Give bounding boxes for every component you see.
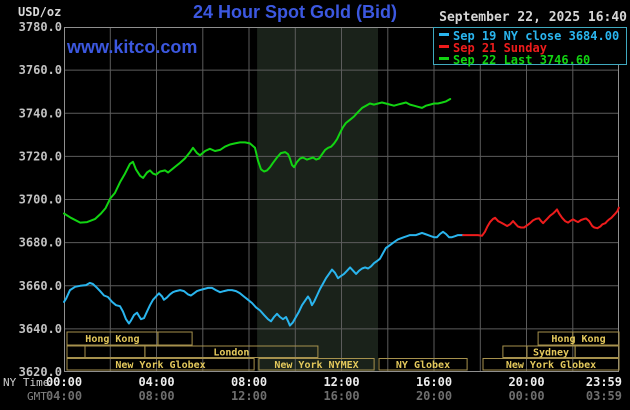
legend-item: Sep 22 Last 3746.60 — [439, 53, 626, 67]
gmt-tick-label: 03:59 — [586, 389, 622, 403]
ny-time-tick-label: 08:00 — [231, 375, 267, 389]
session-box — [482, 358, 620, 371]
session-box — [66, 345, 86, 358]
y-axis-tick-label: 3780.0 — [19, 20, 62, 34]
session-label: Hong Kong — [551, 334, 605, 345]
kitco-watermark-link[interactable]: www.kitco.com — [67, 37, 198, 57]
y-axis-tick-label: 3740.0 — [19, 106, 62, 120]
gmt-tick-label: 16:00 — [323, 389, 359, 403]
session-box — [258, 358, 375, 371]
plot-border — [64, 27, 619, 372]
y-axis-tick-label: 3660.0 — [19, 279, 62, 293]
sep22-last-line — [63, 98, 452, 224]
sep19-ny-close-line — [63, 230, 465, 327]
ny-time-tick-label: 04:00 — [138, 375, 174, 389]
session-box — [144, 345, 319, 358]
legend-marker-line — [439, 57, 449, 60]
gmt-tick-label: 12:00 — [231, 389, 267, 403]
legend-marker-line — [439, 33, 449, 36]
y-axis-tick-label: 3720.0 — [19, 149, 62, 163]
session-box — [84, 345, 146, 358]
session-box — [378, 358, 468, 371]
y-axis-tick-label: 3620.0 — [19, 365, 62, 379]
session-label: New York NYMEX — [274, 360, 358, 371]
legend-marker-line — [439, 45, 449, 48]
gmt-tick-label: 08:00 — [138, 389, 174, 403]
ny-time-tick-label: 23:59 — [586, 375, 622, 389]
sep21-sunday-line — [462, 206, 620, 237]
datetime-label: September 22, 2025 16:40 — [439, 10, 627, 25]
session-box — [502, 345, 528, 358]
y-axis-tick-label: 3700.0 — [19, 193, 62, 207]
gmt-tick-label: 00:00 — [508, 389, 544, 403]
session-box — [157, 331, 193, 346]
ny-time-tick-label: 16:00 — [416, 375, 452, 389]
session-box — [574, 345, 620, 358]
session-box — [537, 331, 620, 346]
ny-time-tick-label: 00:00 — [46, 375, 82, 389]
session-label: New York Globex — [506, 360, 596, 371]
session-box — [66, 358, 255, 371]
gmt-axis-caption: GMT — [27, 390, 47, 403]
legend-item-label: Sep 19 NY close 3684.00 — [453, 29, 620, 43]
legend-item: Sep 19 NY close 3684.00 — [439, 29, 626, 43]
gmt-tick-label: 20:00 — [416, 389, 452, 403]
ny-time-axis-caption: NY Time — [3, 376, 49, 389]
unit-label: USD/oz — [18, 5, 62, 19]
legend-item-label: Sep 22 Last 3746.60 — [453, 53, 591, 67]
y-axis-tick-label: 3760.0 — [19, 63, 62, 77]
legend-item-label: Sep 21 Sunday — [453, 41, 547, 55]
session-label: Hong Kong — [85, 334, 139, 345]
gmt-tick-label: 04:00 — [46, 389, 82, 403]
session-label: London — [213, 347, 249, 358]
session-label: Sydney — [533, 347, 569, 358]
y-axis-tick-label: 3640.0 — [19, 322, 62, 336]
legend-item: Sep 21 Sunday — [439, 41, 626, 55]
page-title: 24 Hour Spot Gold (Bid) — [193, 2, 397, 22]
y-axis-tick-label: 3680.0 — [19, 236, 62, 250]
ny-time-tick-label: 20:00 — [508, 375, 544, 389]
ny-time-tick-label: 12:00 — [323, 375, 359, 389]
session-label: NY Globex — [396, 360, 450, 371]
session-label: New York Globex — [115, 360, 205, 371]
legend-box: Sep 19 NY close 3684.00 Sep 21 Sunday Sep … — [433, 27, 627, 67]
